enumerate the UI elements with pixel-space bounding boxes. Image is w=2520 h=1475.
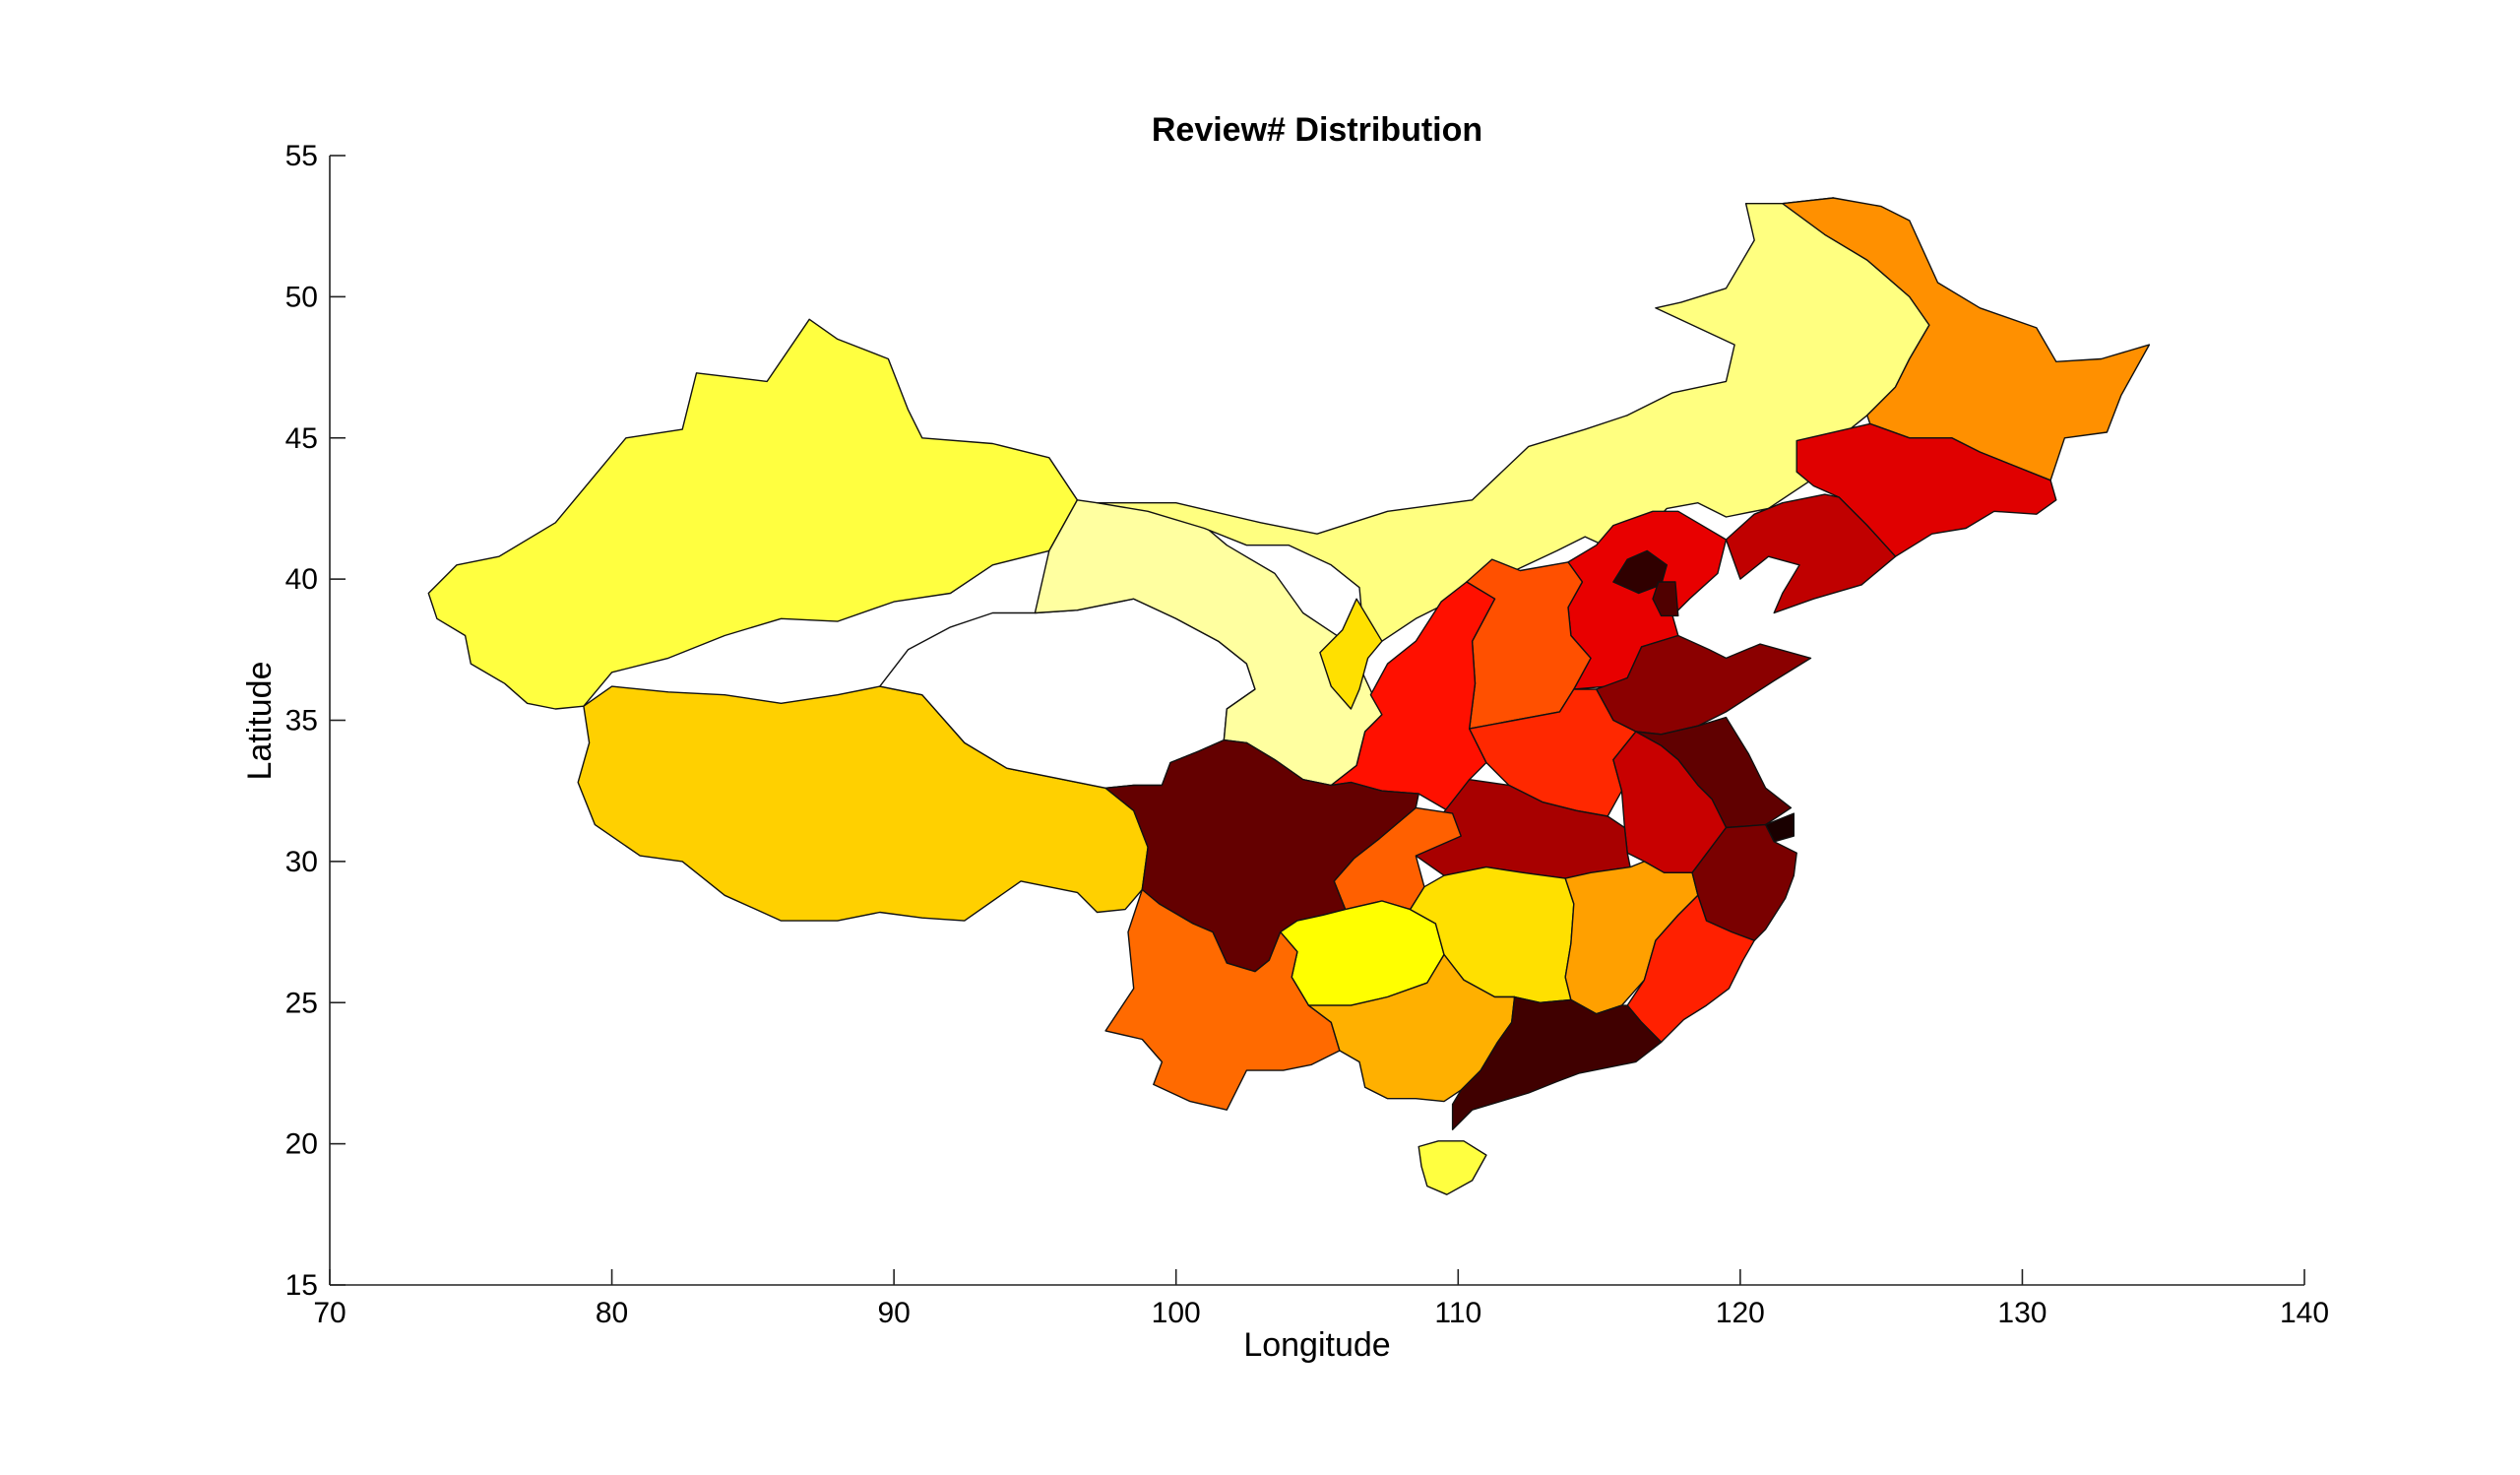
x-tick-label: 100 <box>1152 1297 1201 1329</box>
y-tick-label: 25 <box>285 987 318 1019</box>
regions-layer <box>427 197 2151 1195</box>
y-tick-label: 45 <box>285 422 318 455</box>
y-tick-label: 15 <box>285 1269 318 1302</box>
x-tick-label: 140 <box>2280 1297 2329 1329</box>
y-tick-label: 20 <box>285 1128 318 1161</box>
x-tick-label: 110 <box>1434 1297 1481 1329</box>
y-tick-label: 35 <box>285 705 318 738</box>
region-tibet <box>577 685 1149 922</box>
region-ningxia <box>1319 598 1383 710</box>
x-tick-label: 80 <box>596 1297 628 1329</box>
region-hainan <box>1418 1140 1487 1195</box>
chart-title: Review# Distribution <box>1152 111 1482 149</box>
x-ticks: 70 80 90 100 110 120 130 140 <box>313 1269 2329 1329</box>
y-tick-label: 40 <box>285 563 318 596</box>
region-liaoning <box>1725 493 1897 614</box>
y-tick-label: 50 <box>285 281 318 313</box>
y-tick-label: 30 <box>285 846 318 878</box>
region-jilin <box>1796 422 2057 557</box>
x-tick-label: 130 <box>1997 1297 2047 1329</box>
x-tick-label: 70 <box>313 1297 346 1329</box>
x-tick-label: 120 <box>1716 1297 1765 1329</box>
x-axis-label: Longitude <box>1243 1326 1390 1364</box>
x-tick-label: 90 <box>877 1297 910 1329</box>
region-yunnan <box>1104 888 1341 1111</box>
y-ticks: 15 20 25 30 35 40 45 50 55 <box>285 140 346 1302</box>
region-guangdong <box>1451 995 1663 1131</box>
region-beijing <box>1612 549 1669 595</box>
region-tianjin <box>1652 581 1679 617</box>
y-axis-label: Latitude <box>241 662 279 781</box>
y-tick-label: 55 <box>285 140 318 172</box>
